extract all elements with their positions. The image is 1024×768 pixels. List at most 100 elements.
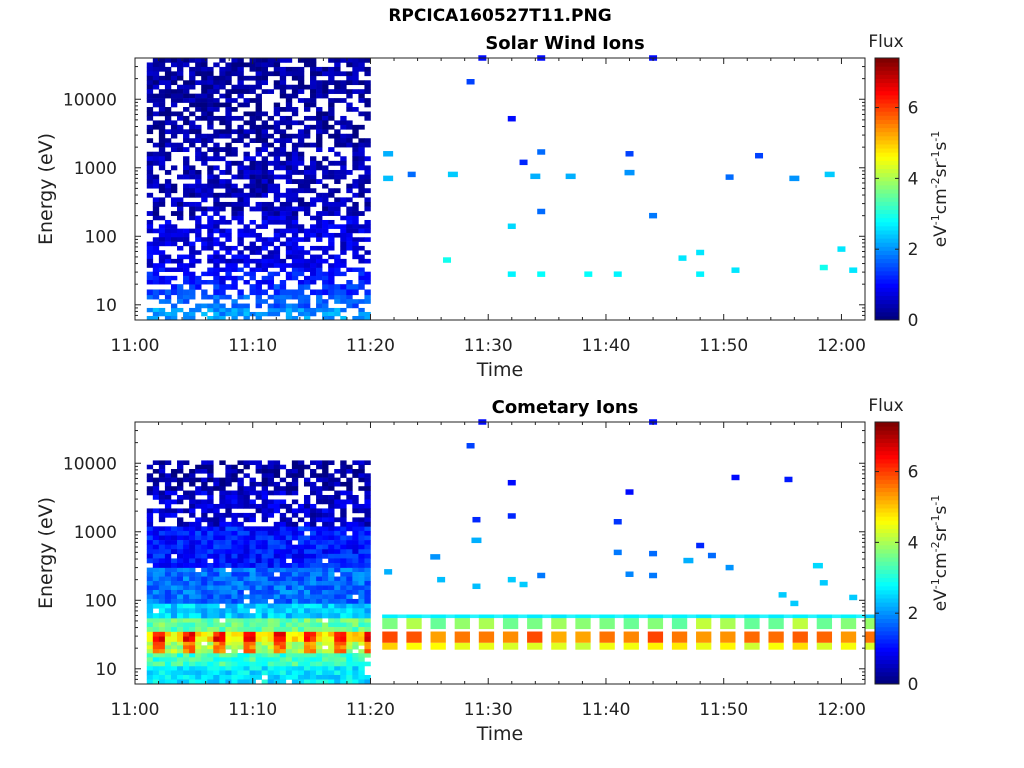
heatmap-cell xyxy=(225,589,232,595)
heatmap-cell xyxy=(364,567,371,573)
heatmap-cell xyxy=(340,481,347,487)
heatmap-cell xyxy=(177,84,184,90)
heatmap-cell xyxy=(189,631,196,637)
heatmap-cell xyxy=(273,558,281,564)
heatmap-cell xyxy=(334,661,341,667)
heatmap-cell xyxy=(207,228,214,234)
heatmap-cell xyxy=(273,147,281,153)
heatmap-cell xyxy=(152,250,160,255)
heatmap-cell xyxy=(213,486,220,491)
heatmap-cell xyxy=(364,206,371,212)
heatmap-cell xyxy=(158,657,166,662)
heatmap-cell xyxy=(152,661,160,667)
heatmap-cell xyxy=(164,460,172,466)
heatmap-cell xyxy=(328,653,335,658)
heatmap-cell xyxy=(364,84,371,90)
heatmap-cell xyxy=(158,490,166,496)
heatmap-cell xyxy=(364,645,371,650)
heatmap-cell xyxy=(249,84,256,90)
heatmap-cell xyxy=(249,486,256,491)
heatmap-cell xyxy=(334,211,341,216)
heatmap-cell xyxy=(322,508,329,514)
heatmap-cell xyxy=(328,567,335,573)
heatmap-cell xyxy=(340,299,347,304)
heatmap-cell xyxy=(346,477,353,483)
heatmap-cell xyxy=(267,211,275,216)
heatmap-cell xyxy=(164,530,172,536)
heatmap-cell xyxy=(237,535,244,541)
heatmap-cell xyxy=(158,460,166,466)
heatmap-cell xyxy=(261,66,268,72)
heatmap-cell xyxy=(213,303,220,309)
heatmap-cell xyxy=(322,526,329,532)
heatmap-cell xyxy=(316,594,323,600)
heatmap-cell xyxy=(352,549,359,555)
heatmap-cell xyxy=(267,585,275,591)
heatmap-cell xyxy=(243,494,250,500)
heatmap-cell xyxy=(225,284,232,290)
heatmap-cell xyxy=(195,469,202,474)
heatmap-cell xyxy=(273,530,281,536)
heatmap-cell xyxy=(346,80,353,86)
heatmap-cell xyxy=(267,622,275,628)
heatmap-cell xyxy=(255,603,262,609)
heatmap-cell xyxy=(364,71,371,77)
heatmap-cell xyxy=(303,649,311,654)
heatmap-cell xyxy=(303,102,311,108)
heatmap-cell xyxy=(189,508,196,514)
heatmap-cell xyxy=(346,622,353,628)
heatmap-cell xyxy=(146,62,154,68)
heatmap-cell xyxy=(207,147,214,153)
heatmap-cell xyxy=(195,179,202,184)
heatmap-cell xyxy=(189,201,196,207)
heatmap-cell xyxy=(364,553,371,559)
heatmap-cell xyxy=(237,641,244,646)
heatmap-cell xyxy=(322,192,329,198)
heatmap-cell xyxy=(358,271,365,277)
heatmap-cell xyxy=(237,307,244,313)
heatmap-cell xyxy=(146,530,154,536)
heatmap-cell xyxy=(316,160,323,166)
data-point xyxy=(837,246,846,252)
heatmap-cell xyxy=(249,503,256,509)
heatmap-cell xyxy=(225,111,232,117)
heatmap-cell xyxy=(358,540,365,545)
heatmap-cell xyxy=(231,622,238,628)
heatmap-cell xyxy=(297,271,305,277)
heatmap-cell xyxy=(207,258,214,264)
heatmap-cell xyxy=(158,80,166,86)
heatmap-cell xyxy=(352,315,359,321)
heatmap-cell xyxy=(322,608,329,614)
heatmap-cell xyxy=(328,188,335,194)
heatmap-cell xyxy=(219,311,226,317)
heatmap-cell xyxy=(273,641,281,646)
heatmap-cell xyxy=(261,289,268,296)
heatmap-cell xyxy=(273,258,281,264)
heatmap-cell xyxy=(328,631,335,637)
heatmap-cell xyxy=(273,469,281,474)
heatmap-cell xyxy=(364,271,371,277)
heatmap-cell xyxy=(237,490,244,496)
heatmap-cell xyxy=(158,670,166,676)
heatmap-cell xyxy=(352,508,359,514)
heatmap-cell xyxy=(303,124,311,130)
heatmap-cell xyxy=(170,499,178,505)
heatmap-cell xyxy=(152,657,160,662)
heatmap-cell xyxy=(273,228,281,234)
heatmap-cell xyxy=(213,174,220,180)
heatmap-cell xyxy=(231,303,238,309)
heatmap-cell xyxy=(303,603,311,609)
figure-title: RPCICA160527T11.PNG xyxy=(388,6,612,26)
heatmap-cell xyxy=(158,165,166,171)
heatmap-cell xyxy=(310,267,317,272)
heatmap-cell xyxy=(249,649,256,654)
heatmap-cell xyxy=(273,197,281,203)
heatmap-cell xyxy=(231,245,238,251)
heatmap-cell xyxy=(322,169,329,175)
heatmap-cell xyxy=(255,594,262,600)
heatmap-cell xyxy=(237,211,244,216)
heatmap-cell xyxy=(340,613,347,619)
heatmap-cell xyxy=(207,294,214,300)
heatmap-cell xyxy=(237,645,244,650)
heatmap-cell xyxy=(273,151,281,157)
